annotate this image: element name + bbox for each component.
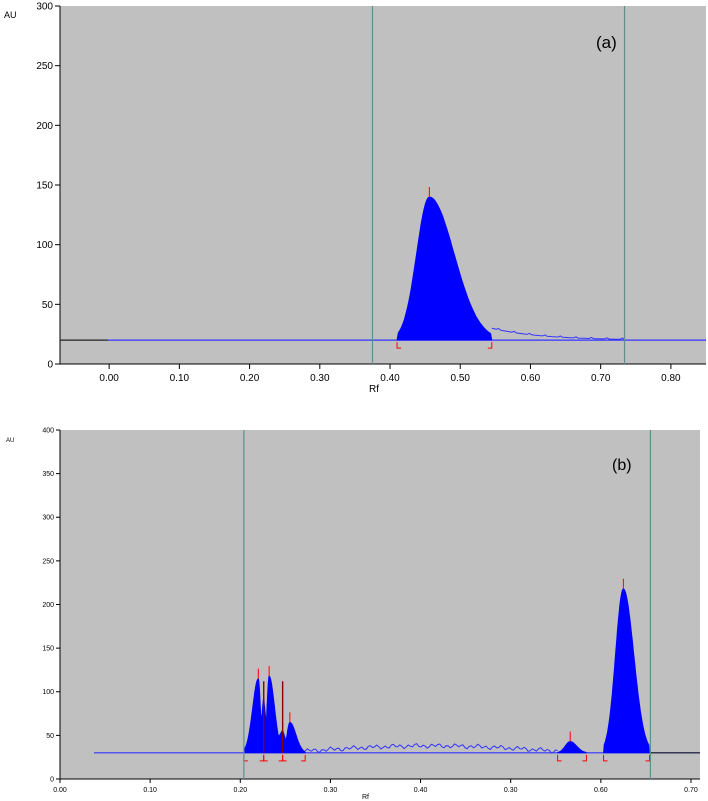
peak-start-marker [603, 754, 608, 762]
peak-area [396, 196, 493, 341]
x-tick-label: 0.80 [661, 373, 681, 384]
y-tick-label: 300 [36, 2, 53, 13]
peak-end-marker [301, 754, 306, 762]
y-tick-label: 400 [42, 427, 54, 434]
y-tick-label: 50 [46, 733, 54, 740]
peak-end-marker [645, 754, 651, 762]
y-tick-label: 150 [36, 181, 53, 192]
x-tick-label: 0.50 [451, 373, 471, 384]
x-tick-label: 0.30 [504, 787, 518, 794]
y-tick-label: 200 [42, 602, 54, 609]
peak-area [282, 721, 306, 754]
peak-area [603, 588, 650, 754]
chart-panel-a: 0 50 100 150 200 250 300 0.00 0.10 0.20 0.30 0.40 0.… [4, 2, 706, 395]
peak-start-marker [557, 754, 562, 762]
trace-tail [491, 327, 625, 340]
peak-area [263, 675, 283, 754]
x-tick-label: 0.10 [143, 787, 157, 794]
peak-area [556, 741, 588, 754]
x-tick-label: 0.60 [521, 373, 541, 384]
y-tick-label: 100 [42, 689, 54, 696]
peak-end-marker [582, 754, 587, 762]
chart-panel-b: 0 50 100 150 200 250 300 350 400 0.00 0.10 0.20 0.30… [6, 427, 700, 801]
x-tick-label: 0.20 [240, 373, 260, 384]
plot-area [60, 6, 706, 364]
peak-start-marker [263, 754, 268, 762]
x-axis-label: Rf [369, 384, 379, 395]
y-tick-label: 250 [42, 558, 54, 565]
y-tick-label: 0 [47, 360, 53, 371]
y-axis-label: AU [6, 438, 14, 444]
y-tick-label: 150 [42, 646, 54, 653]
x-tick-label: 0.70 [684, 787, 698, 794]
y-tick-label: 250 [36, 61, 53, 72]
y-axis-label: AU [4, 10, 17, 20]
x-tick-label: 0.00 [53, 787, 67, 794]
x-tick-label: 0.10 [170, 373, 190, 384]
y-tick-label: 100 [36, 240, 53, 251]
peak-end-marker [487, 342, 493, 349]
trace-noise [304, 743, 558, 754]
peak-area [243, 678, 265, 754]
y-tick-label: 0 [50, 776, 54, 783]
x-tick-label: 0.30 [324, 787, 338, 794]
y-tick-label: 200 [36, 121, 53, 132]
x-tick-label: 0.00 [99, 373, 119, 384]
x-axis-label: Rf [362, 794, 369, 801]
x-tick-label: 0.40 [380, 373, 400, 384]
x-tick-label: 0.70 [591, 373, 611, 384]
y-tick-label: 300 [42, 515, 54, 522]
x-tick-label: 0.60 [594, 787, 608, 794]
y-tick-label: 350 [42, 471, 54, 478]
peak-start-marker [396, 342, 402, 349]
plot-area [60, 430, 700, 779]
x-tick-label: 0.30 [310, 373, 330, 384]
panel-label: (a) [596, 33, 617, 52]
y-tick-label: 50 [42, 300, 54, 311]
peak-start-marker [282, 754, 287, 762]
panel-label: (b) [612, 457, 632, 474]
x-tick-label: 0.40 [414, 787, 428, 794]
x-tick-label: 0.20 [233, 787, 247, 794]
